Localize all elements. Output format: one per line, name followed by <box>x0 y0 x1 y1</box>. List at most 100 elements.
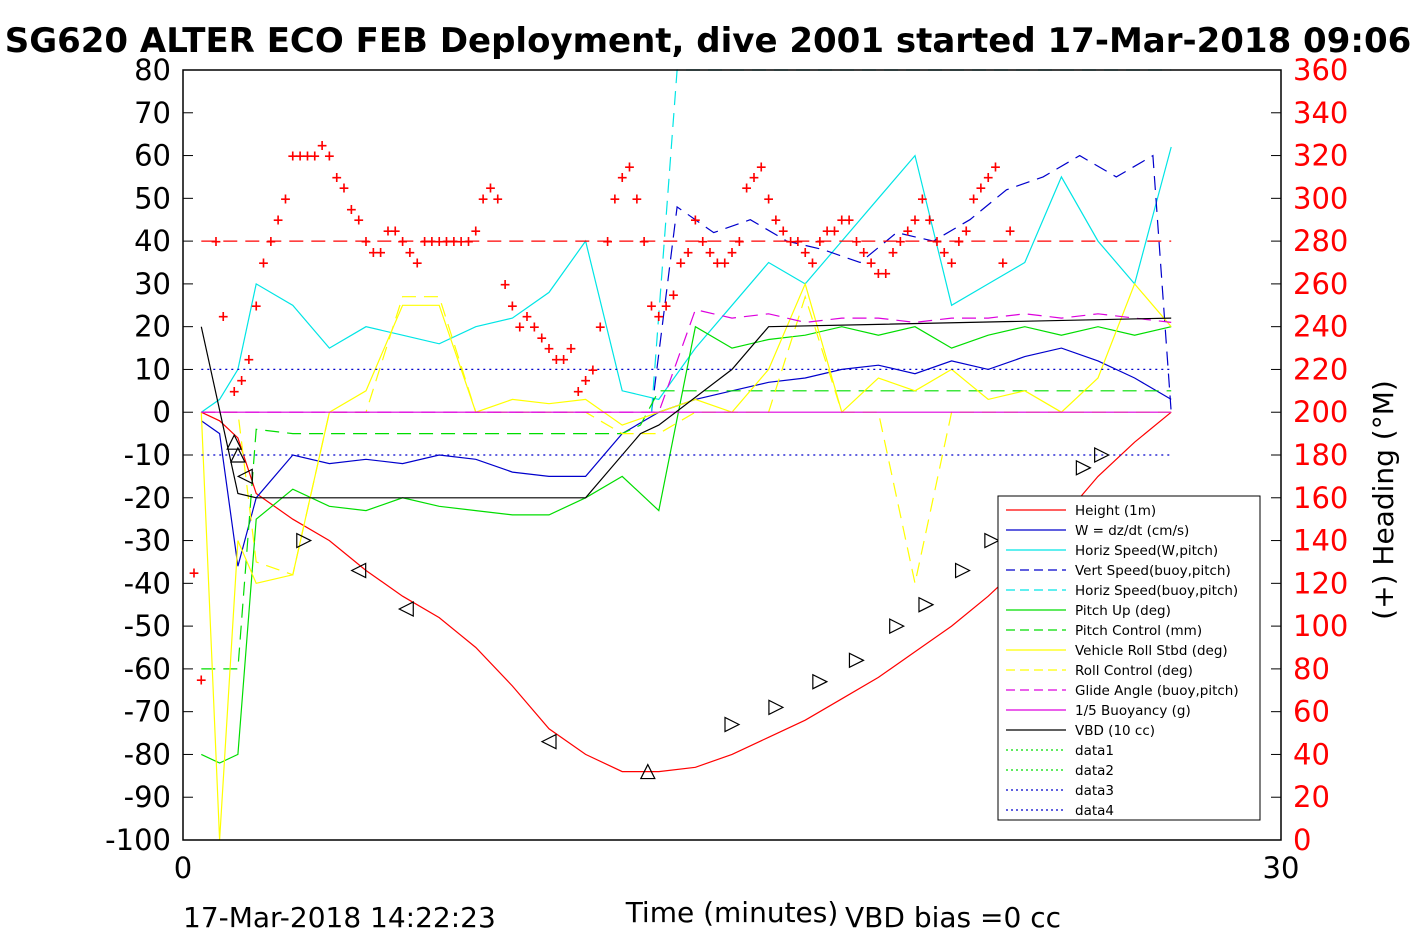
y-tick-label-1: 70 <box>134 96 171 130</box>
heading-point-53: + <box>587 362 599 378</box>
heading-point-83: + <box>807 256 819 272</box>
heading-point-4: + <box>228 384 240 400</box>
heading-point-131: + <box>1158 0 1170 4</box>
heading-point-15: + <box>309 149 321 165</box>
marker-11 <box>848 652 865 669</box>
y-tick-label-10: -20 <box>124 481 171 515</box>
legend-label-8: Roll Control (deg) <box>1075 663 1193 679</box>
heading-point-94: + <box>887 245 899 261</box>
heading-point-93: + <box>880 266 892 282</box>
heading-point-122: + <box>1092 0 1104 4</box>
heading-point-68: + <box>697 234 709 250</box>
heading-point-70: + <box>711 256 723 272</box>
heading-point-9: + <box>265 234 277 250</box>
heading-point-5: + <box>236 373 248 389</box>
chart-title: SG620 ALTER ECO FEB Deployment, dive 200… <box>5 21 1412 61</box>
heading-point-67: + <box>690 213 702 229</box>
y2-tick-label-10: 160 <box>1293 481 1348 515</box>
y-tick-label-5: 30 <box>134 267 171 301</box>
heading-point-124: + <box>1107 0 1119 4</box>
heading-point-49: + <box>558 352 570 368</box>
heading-point-74: + <box>741 181 753 197</box>
heading-point-88: + <box>843 213 855 229</box>
heading-point-109: + <box>997 256 1009 272</box>
heading-point-90: + <box>858 245 870 261</box>
heading-point-76: + <box>755 159 767 175</box>
heading-point-31: + <box>426 234 438 250</box>
heading-point-97: + <box>909 213 921 229</box>
y-ticks-left: 80 70 60 50 40 30 20 10 0 -10 -20 -30 -40 -50 -60 -70 -8… <box>105 53 193 857</box>
marker-10 <box>812 673 829 690</box>
x-tick-label-0: 0 <box>174 851 192 885</box>
marker-4 <box>350 562 367 579</box>
heading-point-56: + <box>609 191 621 207</box>
heading-point-130: + <box>1151 0 1163 4</box>
heading-point-112: + <box>1019 0 1031 4</box>
y2-tick-label-9: 180 <box>1293 438 1348 472</box>
x-tick-label-1: 30 <box>1263 851 1300 885</box>
legend-label-7: Vehicle Roll Stbd (deg) <box>1075 643 1228 659</box>
heading-point-50: + <box>565 341 577 357</box>
heading-point-86: + <box>829 223 841 239</box>
heading-point-55: + <box>602 234 614 250</box>
heading-point-6: + <box>243 352 255 368</box>
heading-point-98: + <box>916 191 928 207</box>
y2-tick-label-11: 140 <box>1293 524 1348 558</box>
y-tick-label-0: 80 <box>134 53 171 87</box>
legend-label-5: Pitch Up (deg) <box>1075 603 1171 619</box>
heading-point-2: + <box>210 234 222 250</box>
legend-label-2: Horiz Speed(W,pitch) <box>1075 543 1218 559</box>
heading-point-116: + <box>1048 0 1060 4</box>
legend: Height (1m) W = dz/dt (cm/s) Horiz Speed(W… <box>997 495 1261 821</box>
marker-2 <box>236 468 253 485</box>
heading-point-35: + <box>455 234 467 250</box>
heading-point-29: + <box>411 256 423 272</box>
heading-point-104: + <box>960 223 972 239</box>
heading-point-91: + <box>865 256 877 272</box>
legend-label-1: W = dz/dt (cm/s) <box>1075 523 1189 539</box>
legend-label-9: Glide Angle (buoy,pitch) <box>1075 683 1239 699</box>
marker-16 <box>1075 459 1092 476</box>
marker-0 <box>226 433 243 450</box>
y2-tick-label-4: 280 <box>1293 224 1348 258</box>
heading-point-42: + <box>507 298 519 314</box>
y2-tick-label-0: 360 <box>1293 53 1348 87</box>
marker-6 <box>540 733 557 750</box>
legend-label-10: 1/5 Buoyancy (g) <box>1075 703 1191 719</box>
heading-point-21: + <box>353 213 365 229</box>
marker-14 <box>954 562 971 579</box>
heading-point-71: + <box>719 256 731 272</box>
heading-point-123: + <box>1099 0 1111 4</box>
marker-1 <box>229 446 246 463</box>
heading-point-32: + <box>433 234 445 250</box>
heading-point-33: + <box>441 234 453 250</box>
heading-point-0: + <box>188 566 200 582</box>
y2-tick-label-8: 200 <box>1293 395 1348 429</box>
heading-point-79: + <box>777 223 789 239</box>
heading-point-121: + <box>1085 0 1097 4</box>
heading-point-110: + <box>1004 223 1016 239</box>
heading-point-45: + <box>528 320 540 336</box>
heading-point-103: + <box>953 234 965 250</box>
heading-point-26: + <box>389 223 401 239</box>
y2-tick-label-13: 100 <box>1293 609 1348 643</box>
heading-layer: ++++++++++++++++++++++++++++++++++++++++… <box>188 0 1177 689</box>
heading-point-18: + <box>331 170 343 186</box>
y-tick-label-13: -50 <box>124 609 171 643</box>
y2-tick-label-6: 240 <box>1293 310 1348 344</box>
heading-point-106: + <box>975 181 987 197</box>
legend-label-3: Vert Speed(buoy,pitch) <box>1075 563 1231 579</box>
heading-point-132: + <box>1165 0 1177 4</box>
heading-point-8: + <box>258 256 270 272</box>
heading-point-61: + <box>646 298 658 314</box>
heading-point-11: + <box>280 191 292 207</box>
heading-point-41: + <box>499 277 511 293</box>
heading-point-36: + <box>463 234 475 250</box>
y2-tick-label-15: 60 <box>1293 695 1330 729</box>
heading-point-118: + <box>1063 0 1075 4</box>
legend-label-15: data4 <box>1075 803 1114 819</box>
heading-point-13: + <box>294 149 306 165</box>
heading-point-39: + <box>485 181 497 197</box>
y-tick-label-16: -80 <box>124 737 171 771</box>
